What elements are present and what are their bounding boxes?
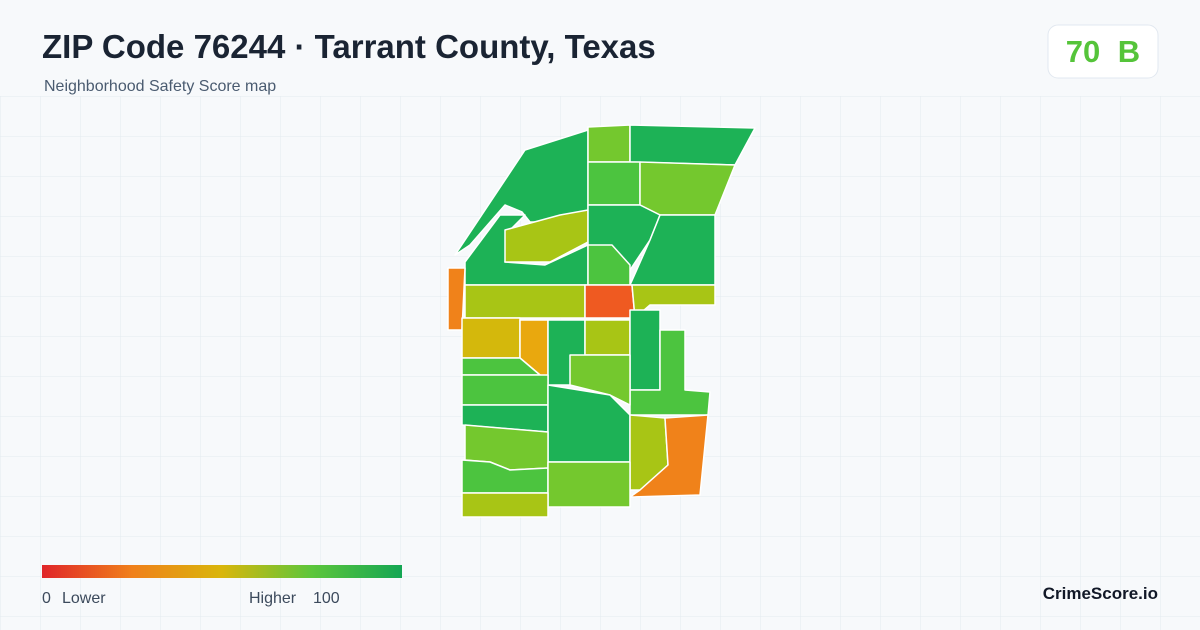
zip-map <box>447 124 756 518</box>
legend-gradient <box>42 565 402 578</box>
map-zone <box>569 354 631 406</box>
score-grade: B <box>1118 34 1140 69</box>
map-zone <box>629 309 661 391</box>
map-zone <box>461 317 521 359</box>
brand: CrimeScore.io <box>1043 584 1158 603</box>
map-zone <box>587 244 631 286</box>
legend-min: 0 <box>42 590 51 607</box>
map-zone <box>461 374 549 406</box>
score-value: 70 <box>1066 34 1100 69</box>
subtitle: Neighborhood Safety Score map <box>44 78 276 95</box>
legend-max: 100 <box>313 590 340 607</box>
score-badge <box>1047 24 1159 79</box>
map-zone <box>584 284 636 319</box>
map-zone <box>629 124 756 166</box>
legend-max-label: Higher <box>249 590 297 607</box>
title: ZIP Code 76244 · Tarrant County, Texas <box>42 28 656 65</box>
map-zone <box>547 461 631 508</box>
map-zone <box>464 284 586 319</box>
map-zone <box>587 161 641 206</box>
map-zone <box>587 124 631 163</box>
map-zone <box>584 319 631 356</box>
legend-min-label: Lower <box>62 590 106 607</box>
map-zone <box>461 492 549 518</box>
